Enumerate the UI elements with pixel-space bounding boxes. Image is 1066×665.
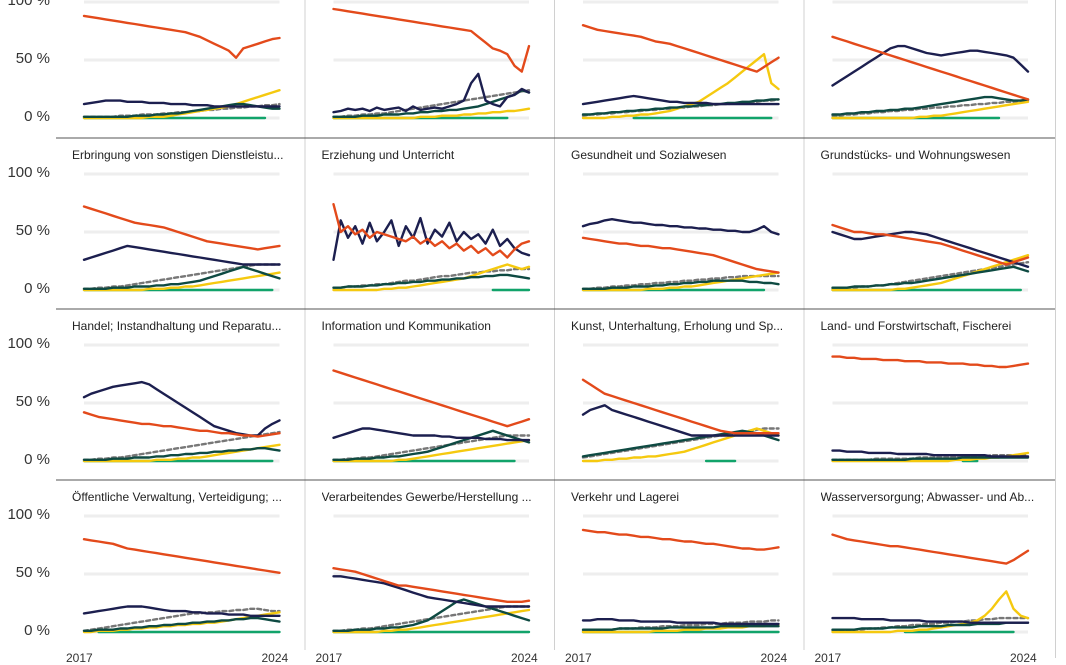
series-line-orange bbox=[831, 223, 1030, 266]
series-line-gray-dashed bbox=[82, 607, 281, 632]
series-line-orange bbox=[581, 236, 780, 274]
panel-title: Erbringung von sonstigen Dienstleistu... bbox=[72, 148, 284, 162]
series-line-teal bbox=[831, 456, 1030, 461]
series-line-teal bbox=[82, 447, 281, 461]
panel-title: Land- und Forstwirtschaft, Fischerei bbox=[820, 319, 1012, 333]
x-tick-label: 2024 bbox=[511, 651, 538, 665]
y-tick-label: 50 % bbox=[15, 222, 50, 239]
y-tick-label: 0 % bbox=[24, 108, 50, 125]
series-line-teal bbox=[581, 279, 780, 290]
panel-title: Kunst, Unterhaltung, Erholung und Sp... bbox=[571, 319, 784, 333]
panel-title: Wasserversorgung; Abwasser- und Ab... bbox=[820, 490, 1035, 504]
series-line-yellow bbox=[332, 438, 531, 463]
series-line-navy bbox=[82, 99, 281, 108]
x-tick-label: 2017 bbox=[66, 651, 93, 665]
series-line-navy bbox=[332, 216, 531, 261]
x-tick-label: 2017 bbox=[814, 651, 842, 665]
series-line-navy bbox=[82, 244, 281, 266]
series-line-orange bbox=[581, 24, 780, 73]
series-line-teal bbox=[332, 89, 531, 118]
series-line-yellow bbox=[82, 271, 281, 292]
series-line-orange bbox=[332, 567, 531, 603]
panel-title: Information und Kommunikation bbox=[321, 319, 491, 333]
series-line-navy bbox=[82, 605, 281, 617]
y-tick-label: 50 % bbox=[15, 50, 50, 67]
y-tick-label: 100 % bbox=[7, 164, 50, 181]
series-line-gray-dashed bbox=[831, 99, 1030, 117]
series-line-teal bbox=[831, 265, 1030, 289]
x-tick-label: 2017 bbox=[565, 651, 592, 665]
series-line-teal bbox=[581, 98, 780, 116]
series-line-teal bbox=[581, 429, 780, 458]
panel-title: Grundstücks- und Wohnungswesen bbox=[820, 148, 1011, 162]
y-tick-label: 100 % bbox=[7, 506, 50, 523]
panel-title: Verarbeitendes Gewerbe/Herstellung ... bbox=[321, 490, 532, 504]
panel-title: Handel; Instandhaltung und Reparatu... bbox=[72, 319, 282, 333]
series-line-navy bbox=[831, 230, 1030, 268]
series-line-orange bbox=[332, 203, 531, 259]
series-line-navy bbox=[831, 616, 1030, 624]
x-tick-label: 2024 bbox=[1010, 651, 1037, 665]
series-line-orange bbox=[581, 378, 780, 435]
series-line-yellow bbox=[332, 107, 531, 120]
series-line-teal bbox=[831, 95, 1030, 116]
series-line-teal bbox=[581, 625, 780, 631]
series-line-orange bbox=[831, 533, 1030, 565]
series-line-teal bbox=[332, 598, 531, 632]
panel-title: Gesundheit und Sozialwesen bbox=[571, 148, 727, 162]
series-line-orange bbox=[581, 528, 780, 551]
series-line-orange bbox=[831, 35, 1030, 101]
series-line-yellow bbox=[831, 590, 1030, 634]
series-line-navy bbox=[581, 218, 780, 236]
series-line-navy bbox=[581, 94, 780, 106]
series-line-orange bbox=[82, 205, 281, 251]
series-line-teal bbox=[332, 429, 531, 461]
series-line-yellow bbox=[581, 53, 780, 120]
series-line-orange bbox=[332, 369, 531, 428]
series-line-teal bbox=[332, 273, 531, 289]
series-line-navy bbox=[831, 44, 1030, 87]
y-tick-label: 0 % bbox=[24, 451, 50, 468]
x-tick-label: 2017 bbox=[315, 651, 343, 665]
series-line-navy bbox=[332, 72, 531, 114]
series-line-orange bbox=[332, 7, 531, 73]
panel-title: Erziehung und Unterricht bbox=[321, 148, 455, 162]
y-tick-label: 100 % bbox=[7, 335, 50, 352]
y-tick-label: 50 % bbox=[15, 564, 50, 581]
series-line-navy bbox=[581, 404, 780, 437]
x-tick-label: 2024 bbox=[760, 651, 788, 665]
panel-title: Verkehr und Lagerei bbox=[571, 490, 680, 504]
series-line-navy bbox=[332, 427, 531, 442]
series-line-yellow bbox=[581, 271, 780, 292]
series-line-orange bbox=[82, 411, 281, 438]
y-tick-label: 0 % bbox=[24, 280, 50, 297]
x-tick-label: 2024 bbox=[261, 651, 289, 665]
series-line-yellow bbox=[831, 100, 1030, 120]
series-line-yellow bbox=[831, 254, 1030, 292]
series-line-orange bbox=[82, 14, 281, 59]
series-line-navy bbox=[332, 575, 531, 608]
y-tick-label: 100 % bbox=[7, 0, 50, 9]
series-line-navy bbox=[831, 449, 1030, 458]
y-tick-label: 50 % bbox=[15, 393, 50, 410]
series-line-teal bbox=[82, 102, 281, 118]
series-line-orange bbox=[831, 355, 1030, 369]
series-line-navy bbox=[581, 618, 780, 626]
series-line-teal bbox=[82, 265, 281, 290]
series-line-yellow bbox=[332, 263, 531, 292]
series-line-teal bbox=[82, 616, 281, 632]
series-line-gray-dashed bbox=[332, 267, 531, 289]
series-line-orange bbox=[82, 538, 281, 574]
y-tick-label: 0 % bbox=[24, 622, 50, 639]
panel-title: Öffentliche Verwaltung, Verteidigung; ..… bbox=[72, 490, 282, 504]
series-line-yellow bbox=[332, 608, 531, 634]
